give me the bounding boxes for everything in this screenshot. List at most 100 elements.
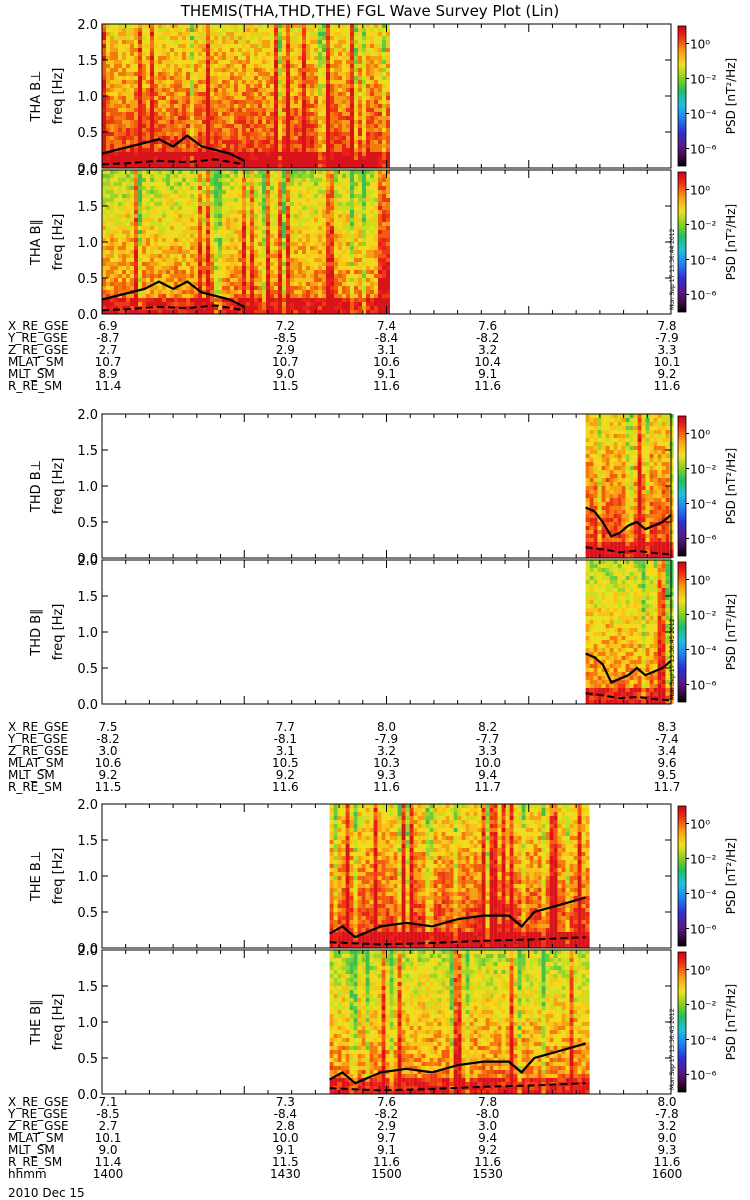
colorbar-tick-label: 10⁻⁶ xyxy=(690,143,717,157)
colorbar xyxy=(677,25,687,167)
y-tick-label: 1.0 xyxy=(77,480,98,495)
ephem-value: 11.4 xyxy=(95,379,122,393)
ephem-row-label: Z_RE_GSE xyxy=(8,744,69,758)
date-label: 2010 Dec 15 xyxy=(8,1186,85,1200)
y-tick-label: 0.0 xyxy=(77,308,98,323)
y-tick-label: 2.0 xyxy=(77,18,98,33)
panel-label: THD B⊥ xyxy=(29,460,44,513)
ephemeris-table: X_RE_GSE 7.1 7.3 7.6 7.8 8.0 Y_RE_GSE -8.5 -8.4 -… xyxy=(7,1095,682,1181)
spectrogram xyxy=(102,24,390,168)
ephem-value: 2.7 xyxy=(98,1119,117,1133)
colorbar-tick-label: 10⁻² xyxy=(690,463,717,477)
colorbar-tick-label: 10⁰ xyxy=(690,818,710,832)
solid-line xyxy=(329,896,586,939)
colorbar xyxy=(677,171,687,313)
ephem-value: 3.4 xyxy=(657,744,676,758)
colorbar-tick-label: 10⁻⁶ xyxy=(690,1069,717,1083)
spectrogram xyxy=(329,950,590,1094)
panel-tha-bpar: 0.0 0.5 1.0 1.5 2.0 THA B∥ freq [Hz] 10⁰ 10⁻² 10⁻… xyxy=(29,164,738,323)
y-tick-label: 1.5 xyxy=(77,444,98,459)
dashed-line xyxy=(585,546,672,556)
y-tick-label: 0.5 xyxy=(77,126,98,141)
ephem-value: 9.2 xyxy=(657,367,676,381)
y-tick-label: 1.5 xyxy=(77,200,98,215)
dashed-line xyxy=(101,158,245,166)
timestamp-stamp: Mon Sep 17 13:36:44 2012 xyxy=(669,228,676,310)
probe-group-the: 0.0 0.5 1.0 1.5 2.0 THE B⊥ freq [Hz] 10⁰ 10⁻² 10⁻… xyxy=(7,798,738,1181)
ephem-value: 7.8 xyxy=(657,319,676,333)
colorbar-tick-label: 10⁻⁴ xyxy=(690,108,717,122)
ephem-value: 10.1 xyxy=(95,1131,122,1145)
freq-axis-label: freq [Hz] xyxy=(51,68,66,125)
ephem-value: -8.0 xyxy=(476,1107,499,1121)
ephem-row-label: R_RE_SM xyxy=(8,1155,62,1169)
solid-line xyxy=(329,1042,586,1085)
ephem-value: 11.6 xyxy=(474,1155,501,1169)
ephem-value: 8.3 xyxy=(657,720,676,734)
ephem-value: 9.0 xyxy=(657,1131,676,1145)
panel-thd-bpar: 0.0 0.5 1.0 1.5 2.0 THD B∥ freq [Hz] 10⁰ 10⁻² 10⁻… xyxy=(29,554,738,713)
ephem-value: 3.3 xyxy=(478,744,497,758)
ephem-value: 3.2 xyxy=(478,343,497,357)
probe-group-thd: 0.0 0.5 1.0 1.5 2.0 THD B⊥ freq [Hz] 10⁰ 10⁻² 10⁻… xyxy=(7,408,738,794)
ephem-value: 11.6 xyxy=(373,780,400,794)
colorbar-tick-label: 10⁰ xyxy=(690,184,710,198)
ephem-value: 10.4 xyxy=(474,355,501,369)
ephem-value: 11.5 xyxy=(272,379,299,393)
ephem-row-label: hhmm xyxy=(8,1167,47,1181)
ephem-value: 1530 xyxy=(472,1167,503,1181)
solid-line xyxy=(585,506,672,538)
ephem-value: 9.4 xyxy=(478,1131,497,1145)
spectrogram xyxy=(585,414,674,558)
ephem-value: 7.8 xyxy=(478,1095,497,1109)
ephem-value: 3.1 xyxy=(377,343,396,357)
ephem-value: 7.6 xyxy=(377,1095,396,1109)
y-tick-label: 1.0 xyxy=(77,236,98,251)
ephem-row-label: MLT_SM xyxy=(8,1143,55,1157)
spectrogram xyxy=(585,560,674,704)
ephem-value: 2.9 xyxy=(276,343,295,357)
colorbar xyxy=(677,951,687,1093)
ephem-value: 11.6 xyxy=(654,379,681,393)
colorbar-label: PSD [nT²/Hz] xyxy=(724,58,738,134)
y-tick-label: 2.0 xyxy=(77,164,98,179)
freq-axis-label: freq [Hz] xyxy=(51,994,66,1051)
colorbar-tick-label: 10⁻⁶ xyxy=(690,923,717,937)
ephem-value: 6.9 xyxy=(98,319,117,333)
ephem-value: 3.0 xyxy=(478,1119,497,1133)
ephem-row-label: X_RE_GSE xyxy=(8,319,69,333)
y-tick-label: 2.0 xyxy=(77,798,98,813)
ephem-row-label: MLAT_SM xyxy=(8,1131,64,1145)
panel-label: THE B⊥ xyxy=(29,851,44,902)
ephem-row-label: MLAT_SM xyxy=(8,756,64,770)
ephem-value: 10.1 xyxy=(654,355,681,369)
dashed-line xyxy=(101,304,245,312)
ephem-row-label: Y_RE_GSE xyxy=(7,331,68,345)
colorbar-tick-label: 10⁻⁶ xyxy=(690,289,717,303)
freq-axis-label: freq [Hz] xyxy=(51,458,66,515)
ephem-value: 9.2 xyxy=(98,768,117,782)
ephem-value: 8.2 xyxy=(478,720,497,734)
colorbar-tick-label: 10⁻⁴ xyxy=(690,498,717,512)
ephem-value: 10.0 xyxy=(474,756,501,770)
ephem-value: -7.8 xyxy=(655,1107,678,1121)
ephem-value: 1500 xyxy=(371,1167,402,1181)
y-tick-label: 0.5 xyxy=(77,1052,98,1067)
ephem-value: 8.0 xyxy=(377,720,396,734)
colorbar-tick-label: 10⁻² xyxy=(690,999,717,1013)
ephem-value: 7.7 xyxy=(276,720,295,734)
ephem-row-label: Y_RE_GSE xyxy=(7,732,68,746)
ephem-value: 11.6 xyxy=(373,379,400,393)
ephem-value: 9.6 xyxy=(657,756,676,770)
ephem-value: 3.1 xyxy=(276,744,295,758)
ephem-value: 9.3 xyxy=(377,768,396,782)
ephem-value: 3.2 xyxy=(657,1119,676,1133)
ephem-value: 3.0 xyxy=(98,744,117,758)
freq-axis-label: freq [Hz] xyxy=(51,604,66,661)
ephem-value: 10.5 xyxy=(272,756,299,770)
ephem-value: 11.5 xyxy=(272,1155,299,1169)
ephem-value: 7.4 xyxy=(377,319,396,333)
y-tick-label: 0.5 xyxy=(77,272,98,287)
ephem-value: -7.7 xyxy=(476,732,499,746)
